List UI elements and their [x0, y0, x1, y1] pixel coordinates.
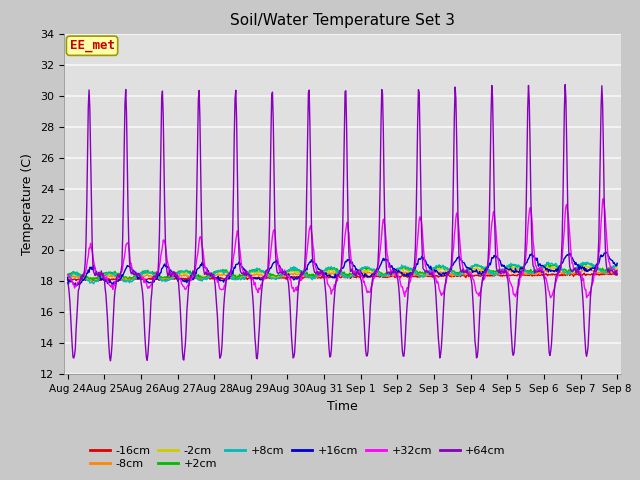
Legend: -16cm, -8cm, -2cm, +2cm, +8cm, +16cm, +32cm, +64cm: -16cm, -8cm, -2cm, +2cm, +8cm, +16cm, +3…	[86, 441, 510, 474]
Y-axis label: Temperature (C): Temperature (C)	[22, 153, 35, 255]
X-axis label: Time: Time	[327, 400, 358, 413]
Title: Soil/Water Temperature Set 3: Soil/Water Temperature Set 3	[230, 13, 455, 28]
Text: EE_met: EE_met	[70, 39, 115, 52]
